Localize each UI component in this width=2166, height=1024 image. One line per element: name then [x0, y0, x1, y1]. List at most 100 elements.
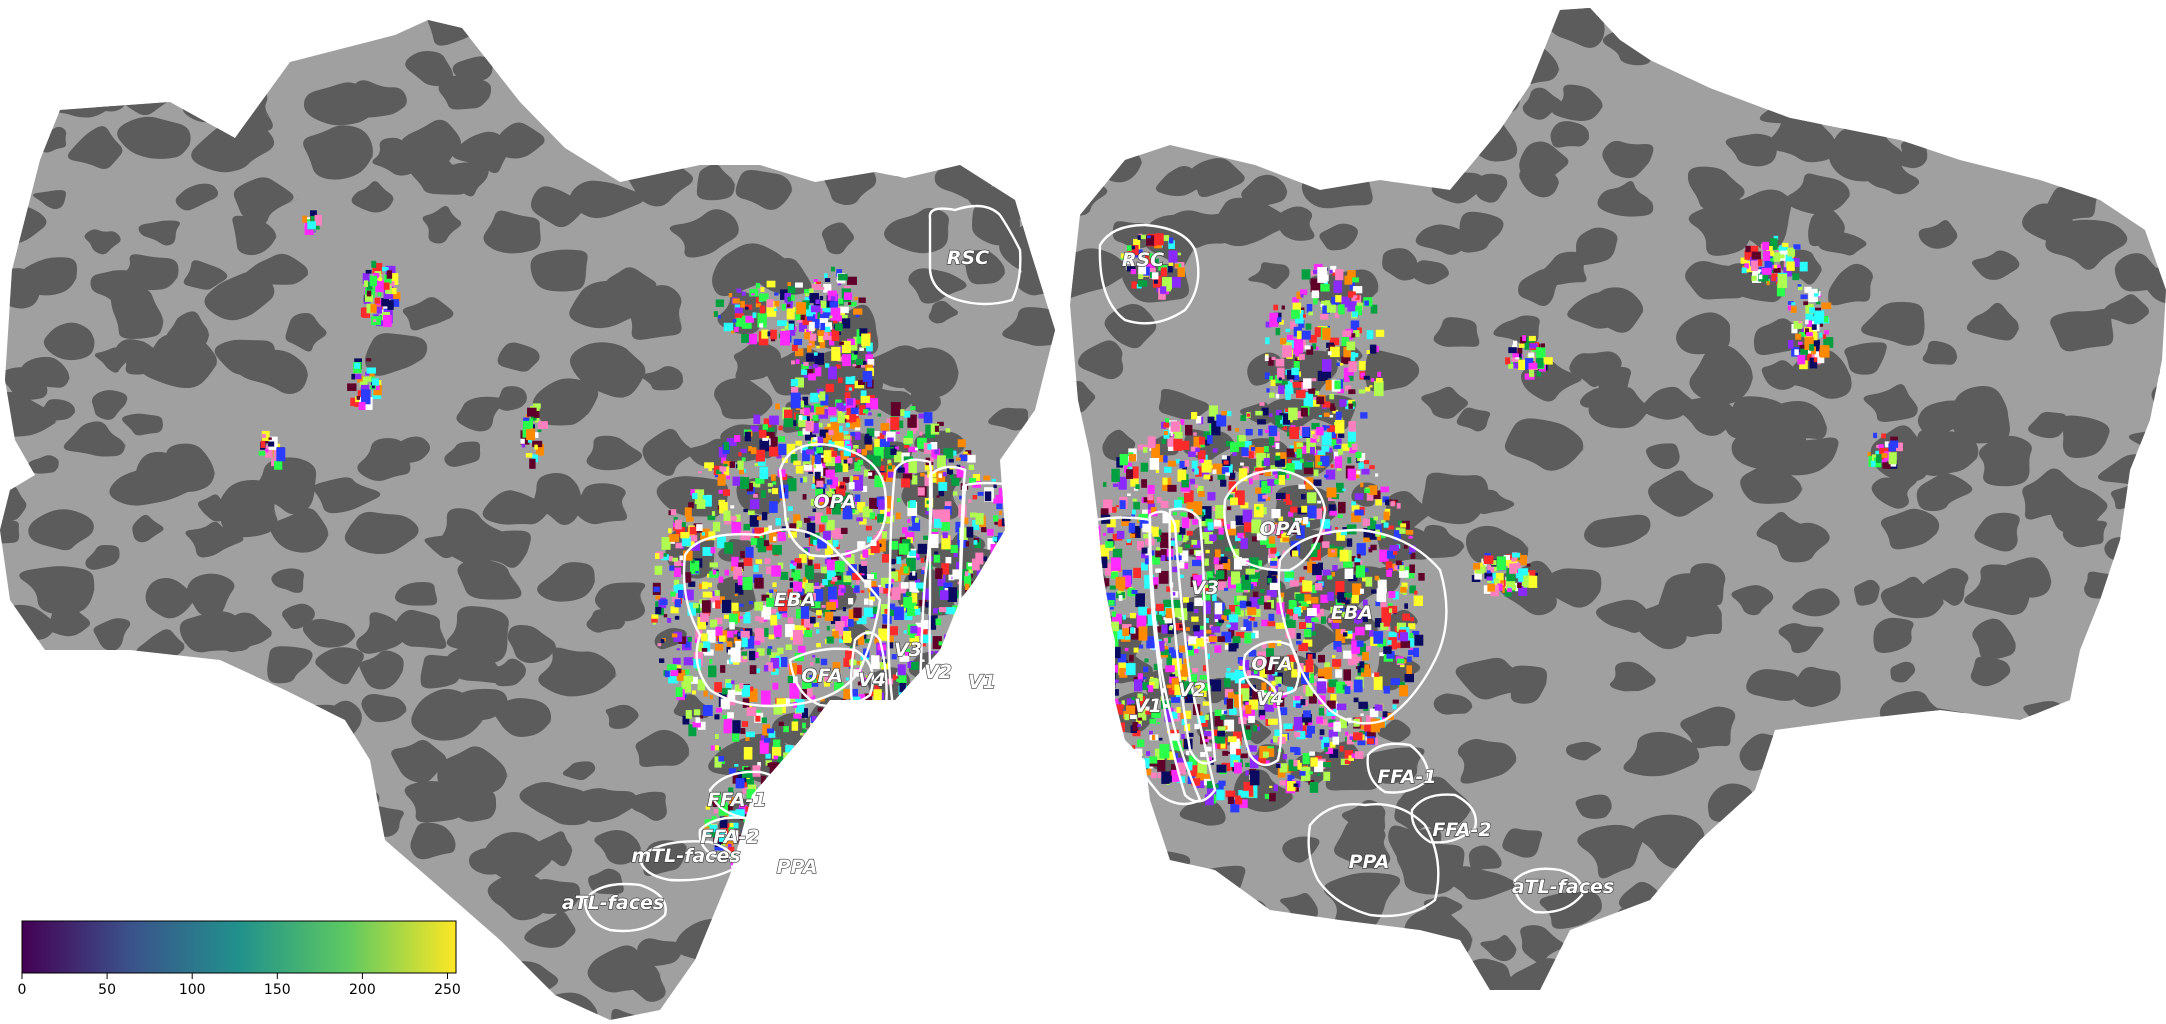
activation-patch: [857, 681, 864, 686]
activation-patch: [1347, 604, 1352, 608]
activation-patch: [735, 684, 744, 692]
sulcus-patch: [621, 965, 666, 1002]
activation-patch: [1259, 715, 1266, 720]
activation-patch: [926, 623, 937, 630]
activation-patch: [946, 726, 950, 729]
activation-patch: [879, 438, 890, 447]
activation-patch: [1240, 753, 1248, 759]
activation-patch: [1232, 449, 1237, 456]
activation-patch: [945, 706, 950, 712]
activation-patch: [1208, 577, 1218, 589]
activation-patch: [1294, 607, 1302, 617]
activation-patch: [809, 804, 813, 810]
activation-patch: [1243, 522, 1254, 533]
activation-patch: [1215, 736, 1226, 744]
activation-patch: [1103, 533, 1107, 536]
activation-patch: [802, 795, 806, 798]
activation-patch: [976, 745, 985, 754]
activation-patch: [734, 764, 739, 767]
activation-patch: [1149, 756, 1158, 764]
sulcus-patch: [2119, 718, 2160, 746]
activation-patch: [830, 422, 840, 435]
activation-patch: [1284, 571, 1295, 578]
activation-patch: [682, 669, 690, 675]
activation-patch: [828, 806, 838, 815]
activation-patch: [1293, 783, 1299, 787]
activation-patch: [1388, 637, 1397, 650]
activation-patch: [908, 572, 918, 581]
activation-patch: [818, 754, 825, 761]
sulcus-patch: [1041, 36, 1055, 73]
activation-patch: [1410, 552, 1416, 559]
sulcus-patch: [391, 740, 450, 783]
sulcus-patch: [2092, 132, 2161, 172]
activation-patch: [1260, 589, 1265, 593]
activation-patch: [793, 768, 801, 774]
activation-patch: [849, 688, 858, 703]
sulcus-patch: [1539, 892, 1604, 929]
activation-patch: [808, 757, 812, 761]
activation-patch: [813, 466, 824, 477]
sulcus-patch: [1468, 845, 1503, 870]
activation-patch: [1171, 711, 1175, 716]
activation-patch: [860, 590, 865, 593]
activation-patch: [1157, 772, 1162, 778]
activation-patch: [874, 431, 880, 437]
activation-patch: [1172, 511, 1177, 516]
sulcus-patch: [1713, 189, 1792, 252]
activation-patch: [827, 567, 836, 580]
sulcus-patch: [669, 209, 741, 258]
activation-patch: [1245, 725, 1251, 730]
activation-patch: [1188, 669, 1193, 673]
sulcus-patch: [232, 349, 309, 395]
activation-patch: [738, 452, 742, 457]
sulcus-patch: [270, 508, 329, 553]
activation-patch: [1350, 632, 1356, 640]
activation-patch: [807, 805, 814, 812]
activation-patch: [805, 765, 810, 773]
activation-patch: [1179, 461, 1186, 469]
activation-patch: [1078, 598, 1085, 608]
sulcus-patch: [282, 603, 315, 630]
activation-patch: [777, 436, 786, 442]
activation-patch: [817, 615, 822, 619]
sulcus-patch: [0, 48, 50, 99]
activation-patch: [1387, 640, 1392, 645]
activation-patch: [934, 551, 939, 555]
activation-patch: [1234, 692, 1239, 695]
activation-patch: [816, 629, 820, 634]
activation-patch: [852, 781, 863, 789]
activation-patch: [891, 587, 901, 600]
activation-patch: [1072, 659, 1078, 665]
activation-patch: [1273, 736, 1280, 743]
activation-patch: [690, 560, 700, 575]
activation-patch: [1244, 726, 1252, 737]
activation-patch: [742, 787, 749, 794]
activation-patch: [969, 478, 977, 485]
activation-patch: [1184, 460, 1189, 467]
activation-patch: [1149, 458, 1160, 470]
activation-patch: [1290, 506, 1298, 513]
sulcus-patch: [1274, 206, 1315, 241]
activation-patch: [1080, 577, 1087, 586]
activation-patch: [840, 837, 846, 842]
activation-patch: [784, 847, 792, 857]
activation-patch: [672, 589, 680, 603]
activation-patch: [1086, 676, 1093, 682]
activation-patch: [841, 340, 851, 353]
activation-patch: [538, 421, 548, 429]
activation-patch: [1349, 736, 1355, 740]
activation-patch: [916, 555, 920, 561]
sulcus-patch: [2021, 976, 2056, 990]
activation-patch: [1161, 438, 1166, 444]
activation-patch: [846, 398, 853, 406]
activation-patch: [1331, 431, 1336, 438]
activation-patch: [856, 708, 866, 721]
activation-patch: [838, 273, 848, 281]
activation-patch: [1347, 468, 1356, 481]
sulcus-patch: [1281, 920, 1333, 946]
activation-patch: [956, 457, 961, 461]
activation-patch: [1303, 467, 1314, 475]
activation-patch: [1304, 628, 1312, 638]
sulcus-patch: [482, 530, 531, 568]
